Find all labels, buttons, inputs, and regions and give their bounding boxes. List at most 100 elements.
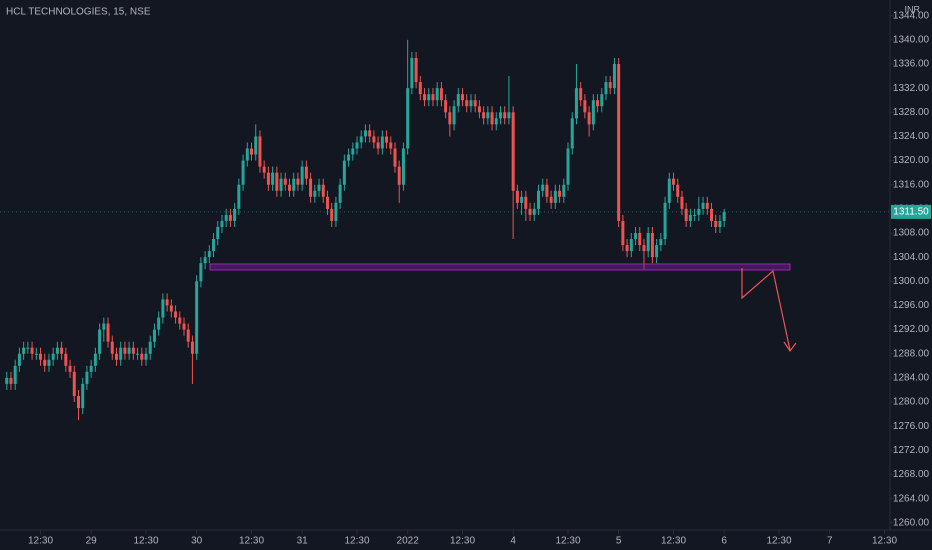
last-price-box (891, 204, 931, 219)
last-price-label: 1311.50 (893, 207, 929, 218)
x-tick-label: 6 (721, 536, 727, 547)
candle-body (241, 160, 245, 185)
candle-body (684, 208, 688, 221)
candle-body (136, 353, 140, 355)
candle-body (566, 148, 570, 185)
candle-body (638, 233, 642, 246)
candle-body (174, 311, 178, 318)
candle-body (477, 106, 481, 113)
candle-body (313, 190, 317, 197)
candle-body (68, 365, 72, 372)
candle-body (131, 347, 135, 354)
x-tick-label: 29 (86, 536, 98, 547)
candle-body (486, 112, 490, 119)
candle-body (114, 353, 118, 360)
candle-body (30, 347, 34, 354)
candle-body (98, 329, 102, 354)
candle-body (672, 178, 676, 185)
candle-body (591, 100, 595, 125)
candle-body (414, 57, 418, 83)
candle-body (612, 63, 616, 89)
y-tick-label: 1288.00 (893, 348, 930, 359)
candle-body (9, 377, 13, 384)
candle-body (705, 202, 709, 209)
candle-body (342, 160, 346, 185)
candle-body (444, 100, 448, 113)
candle-body (604, 82, 608, 95)
candle-body (347, 154, 351, 161)
candle-body (330, 208, 334, 221)
candle-body (376, 142, 380, 149)
candle-body (372, 136, 376, 143)
candle-body (507, 112, 511, 119)
candle-body (693, 214, 697, 216)
y-tick-label: 1332.00 (893, 83, 930, 94)
candle-body (182, 323, 186, 330)
y-tick-label: 1340.00 (893, 34, 930, 45)
candle-body (655, 245, 659, 258)
y-tick-label: 1296.00 (893, 300, 930, 311)
y-tick-label: 1268.00 (893, 469, 930, 480)
candles (5, 39, 726, 421)
candle-body (722, 211, 726, 221)
candle-body (178, 317, 182, 324)
candle-body (650, 233, 654, 258)
y-tick-label: 1320.00 (893, 155, 930, 166)
candle-body (72, 371, 76, 396)
candle-body (393, 148, 397, 167)
candle-body (482, 112, 486, 119)
candle-body (545, 184, 549, 197)
candle-body (380, 136, 384, 149)
candle-body (629, 239, 633, 252)
x-tick-label: 7 (827, 536, 833, 547)
candle-body (334, 202, 338, 221)
y-tick-label: 1260.00 (893, 517, 930, 528)
candle-body (494, 118, 498, 125)
candle-body (596, 100, 600, 107)
candle-body (423, 94, 427, 101)
candle-body (562, 184, 566, 197)
candle-body (76, 395, 80, 409)
candle-body (363, 130, 367, 137)
candle-body (81, 383, 85, 409)
candle-body (190, 341, 194, 354)
candle-body (304, 166, 308, 179)
y-tick-label: 1280.00 (893, 397, 930, 408)
candle-body (448, 112, 452, 125)
y-tick-label: 1316.00 (893, 179, 930, 190)
candle-body (228, 214, 232, 221)
candle-body (5, 377, 9, 384)
candle-body (39, 353, 43, 360)
candle-body (216, 226, 220, 240)
candle-body (456, 94, 460, 107)
candle-body (397, 166, 401, 185)
candle-body (161, 299, 165, 318)
candle-body (515, 190, 519, 203)
candle-body (427, 94, 431, 101)
candle-body (558, 190, 562, 197)
candle-body (195, 281, 199, 354)
x-tick-label: 12:30 (766, 536, 791, 547)
candle-body (110, 341, 114, 354)
x-tick-label: 31 (297, 536, 309, 547)
candle-body (709, 208, 713, 221)
y-tick-label: 1300.00 (893, 276, 930, 287)
x-tick-label: 2022 (397, 536, 420, 547)
y-tick-label: 1328.00 (893, 107, 930, 118)
candle-body (203, 257, 207, 264)
candle-body (574, 88, 578, 119)
candle-body (258, 136, 262, 167)
candle-body (625, 245, 629, 252)
candle-body (250, 148, 254, 155)
candle-body (224, 214, 228, 221)
y-tick-label: 1308.00 (893, 228, 930, 239)
candle-body (254, 136, 258, 155)
x-tick-label: 12:30 (344, 536, 369, 547)
candle-body (452, 106, 456, 125)
candle-body (503, 112, 507, 119)
candle-body (102, 323, 106, 330)
candle-body (207, 251, 211, 258)
candle-body (549, 196, 553, 203)
